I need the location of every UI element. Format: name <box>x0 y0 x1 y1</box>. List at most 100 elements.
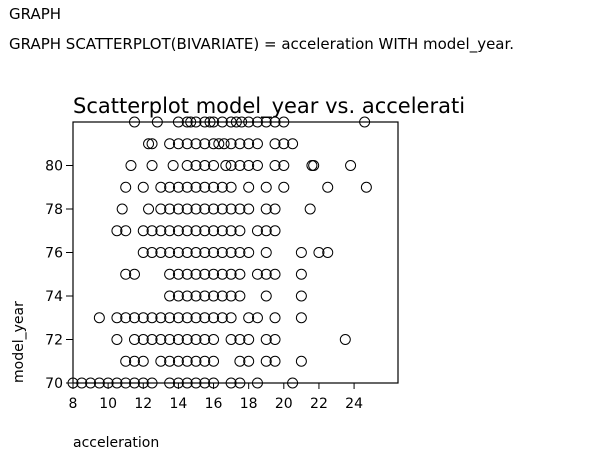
data-point <box>208 160 220 171</box>
data-point <box>243 334 255 345</box>
syntax-statement: GRAPH SCATTERPLOT(BIVARIATE) = accelerat… <box>9 35 515 53</box>
data-point <box>137 334 149 345</box>
data-point <box>260 203 272 215</box>
data-point <box>146 334 158 345</box>
data-point <box>125 160 137 171</box>
data-point <box>208 247 220 258</box>
data-points <box>67 116 372 389</box>
data-point <box>225 138 237 150</box>
data-point <box>225 268 237 280</box>
data-point <box>120 312 132 324</box>
data-point <box>155 225 167 237</box>
data-point <box>164 377 176 389</box>
data-point <box>295 290 307 302</box>
data-point <box>251 116 263 128</box>
data-point <box>208 377 220 389</box>
data-point <box>181 290 193 302</box>
y-tick-label: 74 <box>45 289 63 305</box>
data-point <box>199 290 211 302</box>
data-point <box>225 203 237 215</box>
x-tick-label: 22 <box>310 396 328 412</box>
data-point <box>172 181 184 193</box>
data-point <box>216 290 228 302</box>
data-point <box>199 377 211 389</box>
x-tick-label: 18 <box>240 396 258 412</box>
data-point <box>251 160 263 171</box>
data-point <box>208 203 220 215</box>
data-point <box>360 181 372 193</box>
data-point <box>234 334 246 345</box>
data-point <box>199 334 211 345</box>
data-point <box>269 355 281 367</box>
data-point <box>287 377 299 389</box>
data-point <box>120 377 132 389</box>
data-point <box>322 181 334 193</box>
data-point <box>251 138 263 150</box>
data-point <box>172 225 184 237</box>
data-point <box>278 116 290 128</box>
data-point <box>137 225 149 237</box>
data-point <box>199 160 211 171</box>
data-point <box>199 116 211 128</box>
data-point <box>269 312 281 324</box>
data-point <box>260 334 272 345</box>
data-point <box>137 377 149 389</box>
data-point <box>234 225 246 237</box>
data-point <box>172 355 184 367</box>
data-point <box>225 160 237 171</box>
data-point <box>225 334 237 345</box>
data-point <box>155 355 167 367</box>
data-point <box>243 181 255 193</box>
data-point <box>234 355 246 367</box>
data-point <box>234 160 246 171</box>
data-point <box>190 312 202 324</box>
data-point <box>181 355 193 367</box>
data-point <box>146 312 158 324</box>
data-point <box>295 268 307 280</box>
data-point <box>155 203 167 215</box>
data-point <box>269 138 281 150</box>
data-point <box>164 225 176 237</box>
y-tick-label: 76 <box>45 246 63 262</box>
data-point <box>295 355 307 367</box>
data-point <box>181 334 193 345</box>
data-point <box>225 377 237 389</box>
data-point <box>172 247 184 258</box>
data-point <box>155 247 167 258</box>
data-point <box>269 203 281 215</box>
data-point <box>218 138 230 150</box>
data-point <box>181 312 193 324</box>
data-point <box>181 225 193 237</box>
data-point <box>269 116 281 128</box>
x-tick-label: 16 <box>205 396 223 412</box>
data-point <box>225 181 237 193</box>
data-point <box>151 116 163 128</box>
data-point <box>260 268 272 280</box>
data-point <box>269 160 281 171</box>
data-point <box>146 225 158 237</box>
data-point <box>120 355 132 367</box>
data-point <box>190 203 202 215</box>
data-point <box>199 225 211 237</box>
data-point <box>216 116 228 128</box>
data-point <box>251 268 263 280</box>
data-point <box>260 355 272 367</box>
y-axis-label: model_year <box>11 301 27 383</box>
data-point <box>76 377 88 389</box>
data-point <box>234 268 246 280</box>
data-point <box>213 138 225 150</box>
data-point <box>234 290 246 302</box>
y-tick-label: 72 <box>45 333 63 349</box>
data-point <box>181 377 193 389</box>
data-point <box>190 138 202 150</box>
data-point <box>199 203 211 215</box>
data-point <box>164 355 176 367</box>
y-axis: 70 72 74 76 78 80 <box>45 159 73 392</box>
data-point <box>243 138 255 150</box>
data-point <box>164 334 176 345</box>
data-point <box>164 181 176 193</box>
data-point <box>260 116 272 128</box>
data-point <box>322 247 334 258</box>
data-point <box>251 377 263 389</box>
x-tick-label: 10 <box>99 396 117 412</box>
